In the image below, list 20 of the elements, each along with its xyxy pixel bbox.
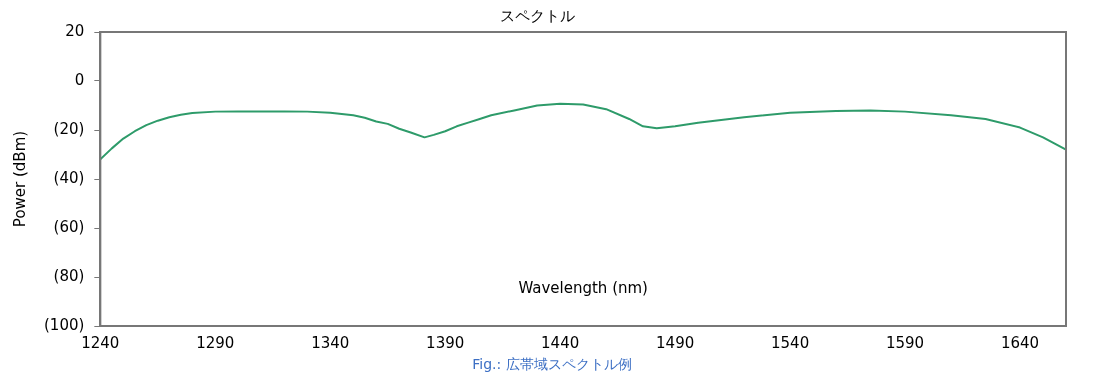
x-tick-label: 1490 — [656, 333, 695, 352]
y-tick-label: 0 — [74, 70, 85, 89]
chart-title: スペクトル — [499, 6, 575, 25]
x-axis-title: Wavelength (nm) — [518, 278, 648, 297]
y-tick-label: (80) — [53, 266, 85, 285]
y-tick-label: 20 — [65, 21, 85, 40]
y-tick-label: (100) — [43, 315, 85, 334]
x-tick-label: 1640 — [1000, 333, 1040, 352]
text: Fig.: 広帯域スペクトル例 — [471, 356, 633, 374]
x-tick-label: 1540 — [771, 333, 810, 352]
x-tick-label: 1340 — [311, 333, 350, 352]
x-tick-label: 1290 — [196, 333, 235, 352]
y-tick-label: (60) — [53, 217, 85, 236]
x-tick-label: 1390 — [426, 333, 465, 352]
x-tick-label: 1440 — [541, 333, 580, 352]
x-tick-label: 1590 — [885, 333, 925, 352]
y-axis-title: Power (dBm) — [10, 130, 29, 228]
y-tick-label: (20) — [53, 119, 85, 138]
x-tick-label: 1240 — [81, 333, 120, 352]
y-tick-label: (40) — [53, 168, 85, 187]
